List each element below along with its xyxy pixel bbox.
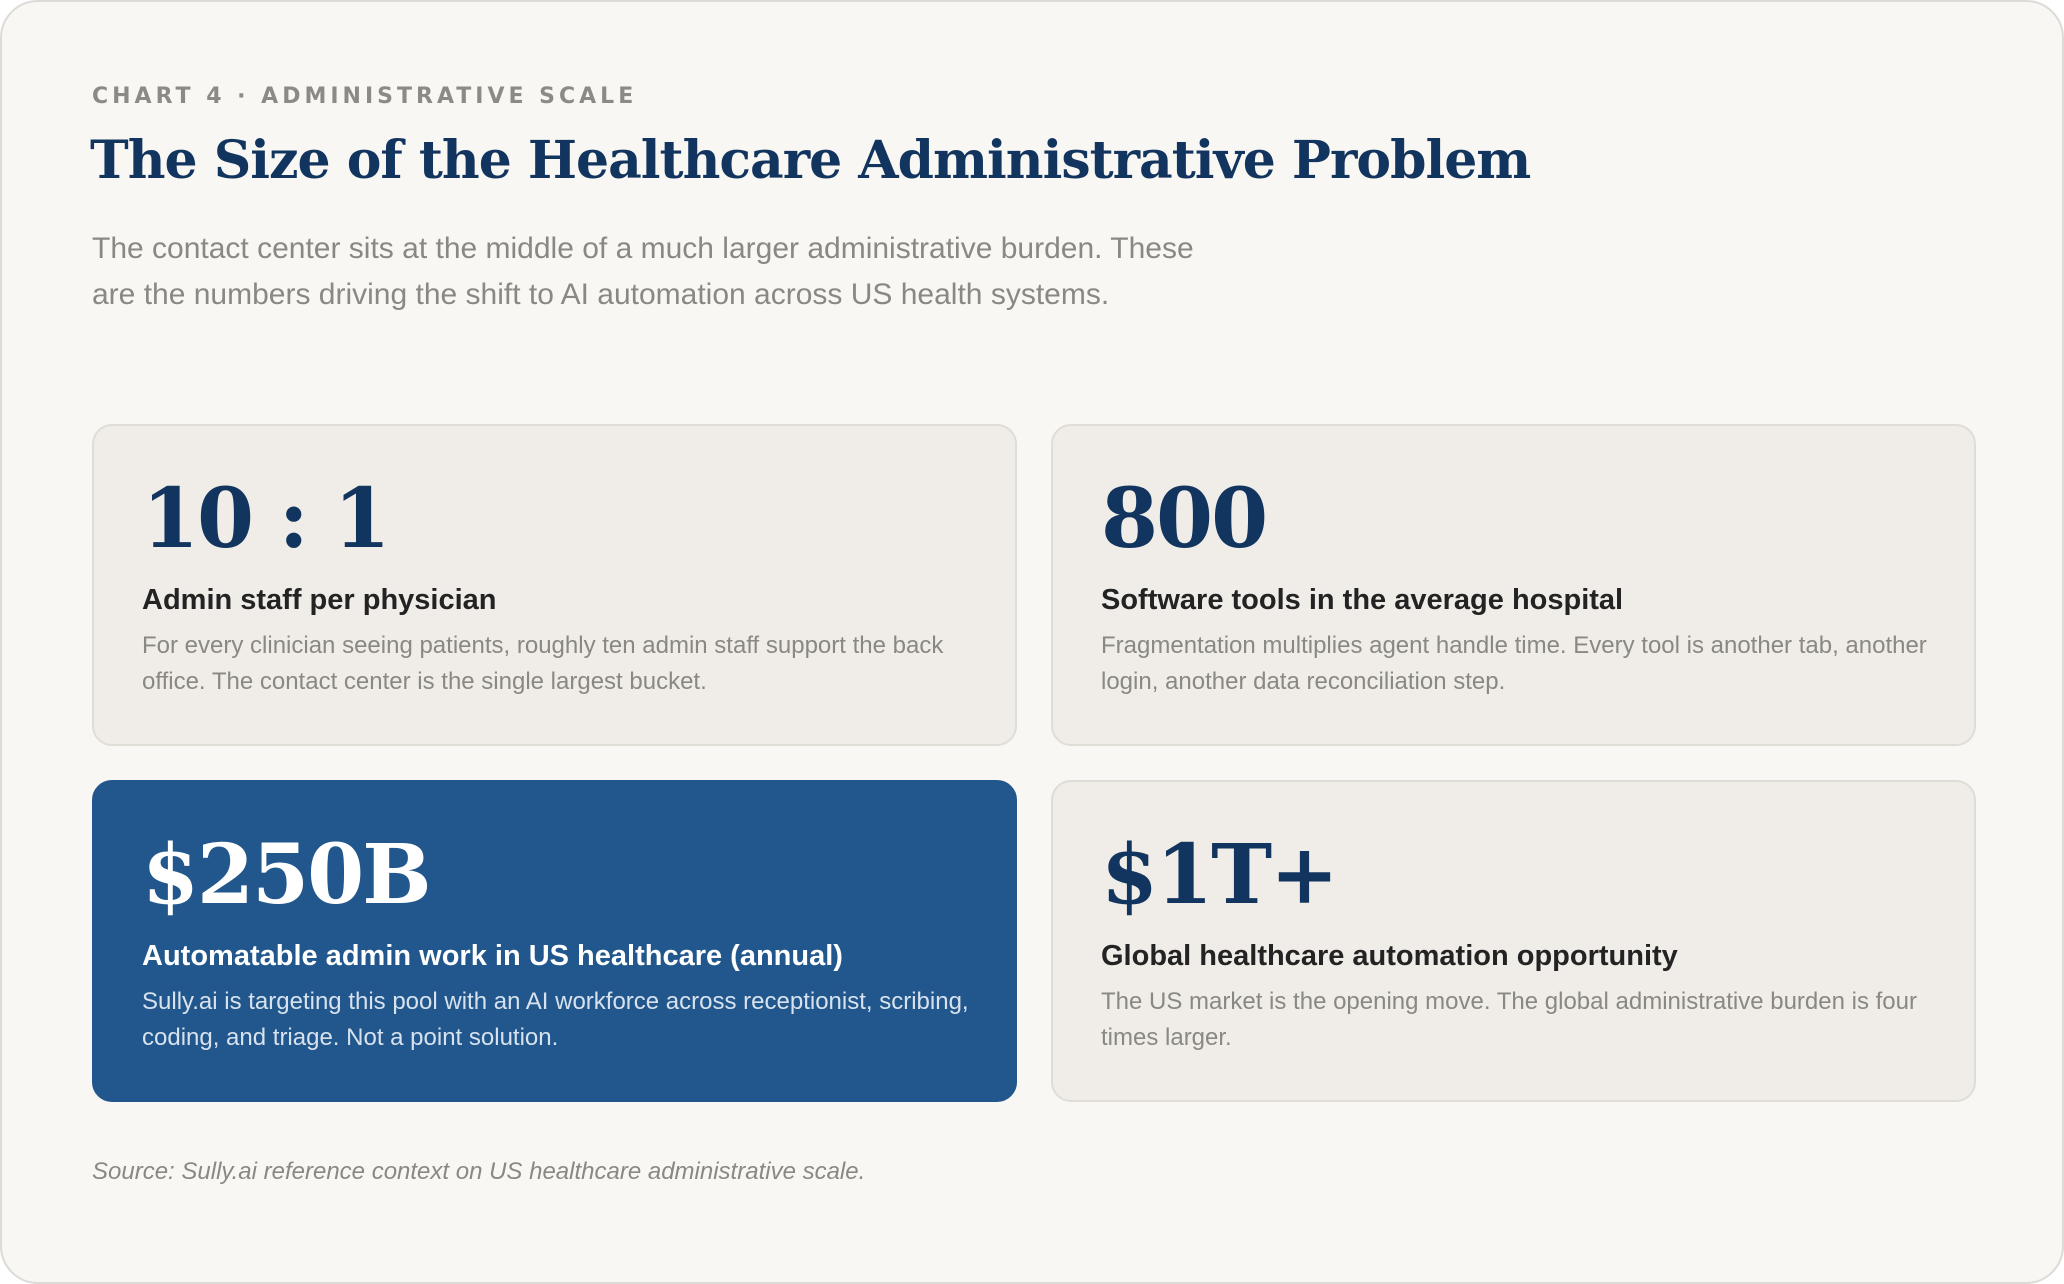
- stat-value: $250B: [142, 827, 432, 923]
- stat-value: 800: [1101, 471, 1268, 567]
- stat-card-global-opportunity: $1T+ Global healthcare automation opport…: [1051, 780, 1976, 1102]
- stat-label: Admin staff per physician: [142, 584, 497, 616]
- chart-title: The Size of the Healthcare Administrativ…: [90, 130, 1531, 191]
- stat-value: 10 : 1: [142, 471, 391, 567]
- stat-label: Automatable admin work in US healthcare …: [142, 940, 843, 972]
- stat-card-admin-ratio: 10 : 1 Admin staff per physician For eve…: [92, 424, 1017, 746]
- stat-value: $1T+: [1101, 827, 1339, 923]
- stat-card-software-tools: 800 Software tools in the average hospit…: [1051, 424, 1976, 746]
- stat-label: Global healthcare automation opportunity: [1101, 940, 1678, 972]
- stat-description: Fragmentation multiplies agent handle ti…: [1101, 632, 1927, 695]
- stat-description: Sully.ai is targeting this pool with an …: [142, 988, 969, 1051]
- chart-eyebrow: CHART 4 · ADMINISTRATIVE SCALE: [92, 84, 638, 109]
- stat-description: The US market is the opening move. The g…: [1101, 988, 1917, 1051]
- chart-subtitle: The contact center sits at the middle of…: [92, 232, 1194, 311]
- stat-description: For every clinician seeing patients, rou…: [142, 632, 944, 695]
- stat-grid: 10 : 1 Admin staff per physician For eve…: [92, 424, 1976, 1102]
- stat-card-automatable-admin: $250B Automatable admin work in US healt…: [92, 780, 1017, 1102]
- stat-label: Software tools in the average hospital: [1101, 584, 1624, 616]
- chart-source-note: Source: Sully.ai reference context on US…: [92, 1158, 866, 1185]
